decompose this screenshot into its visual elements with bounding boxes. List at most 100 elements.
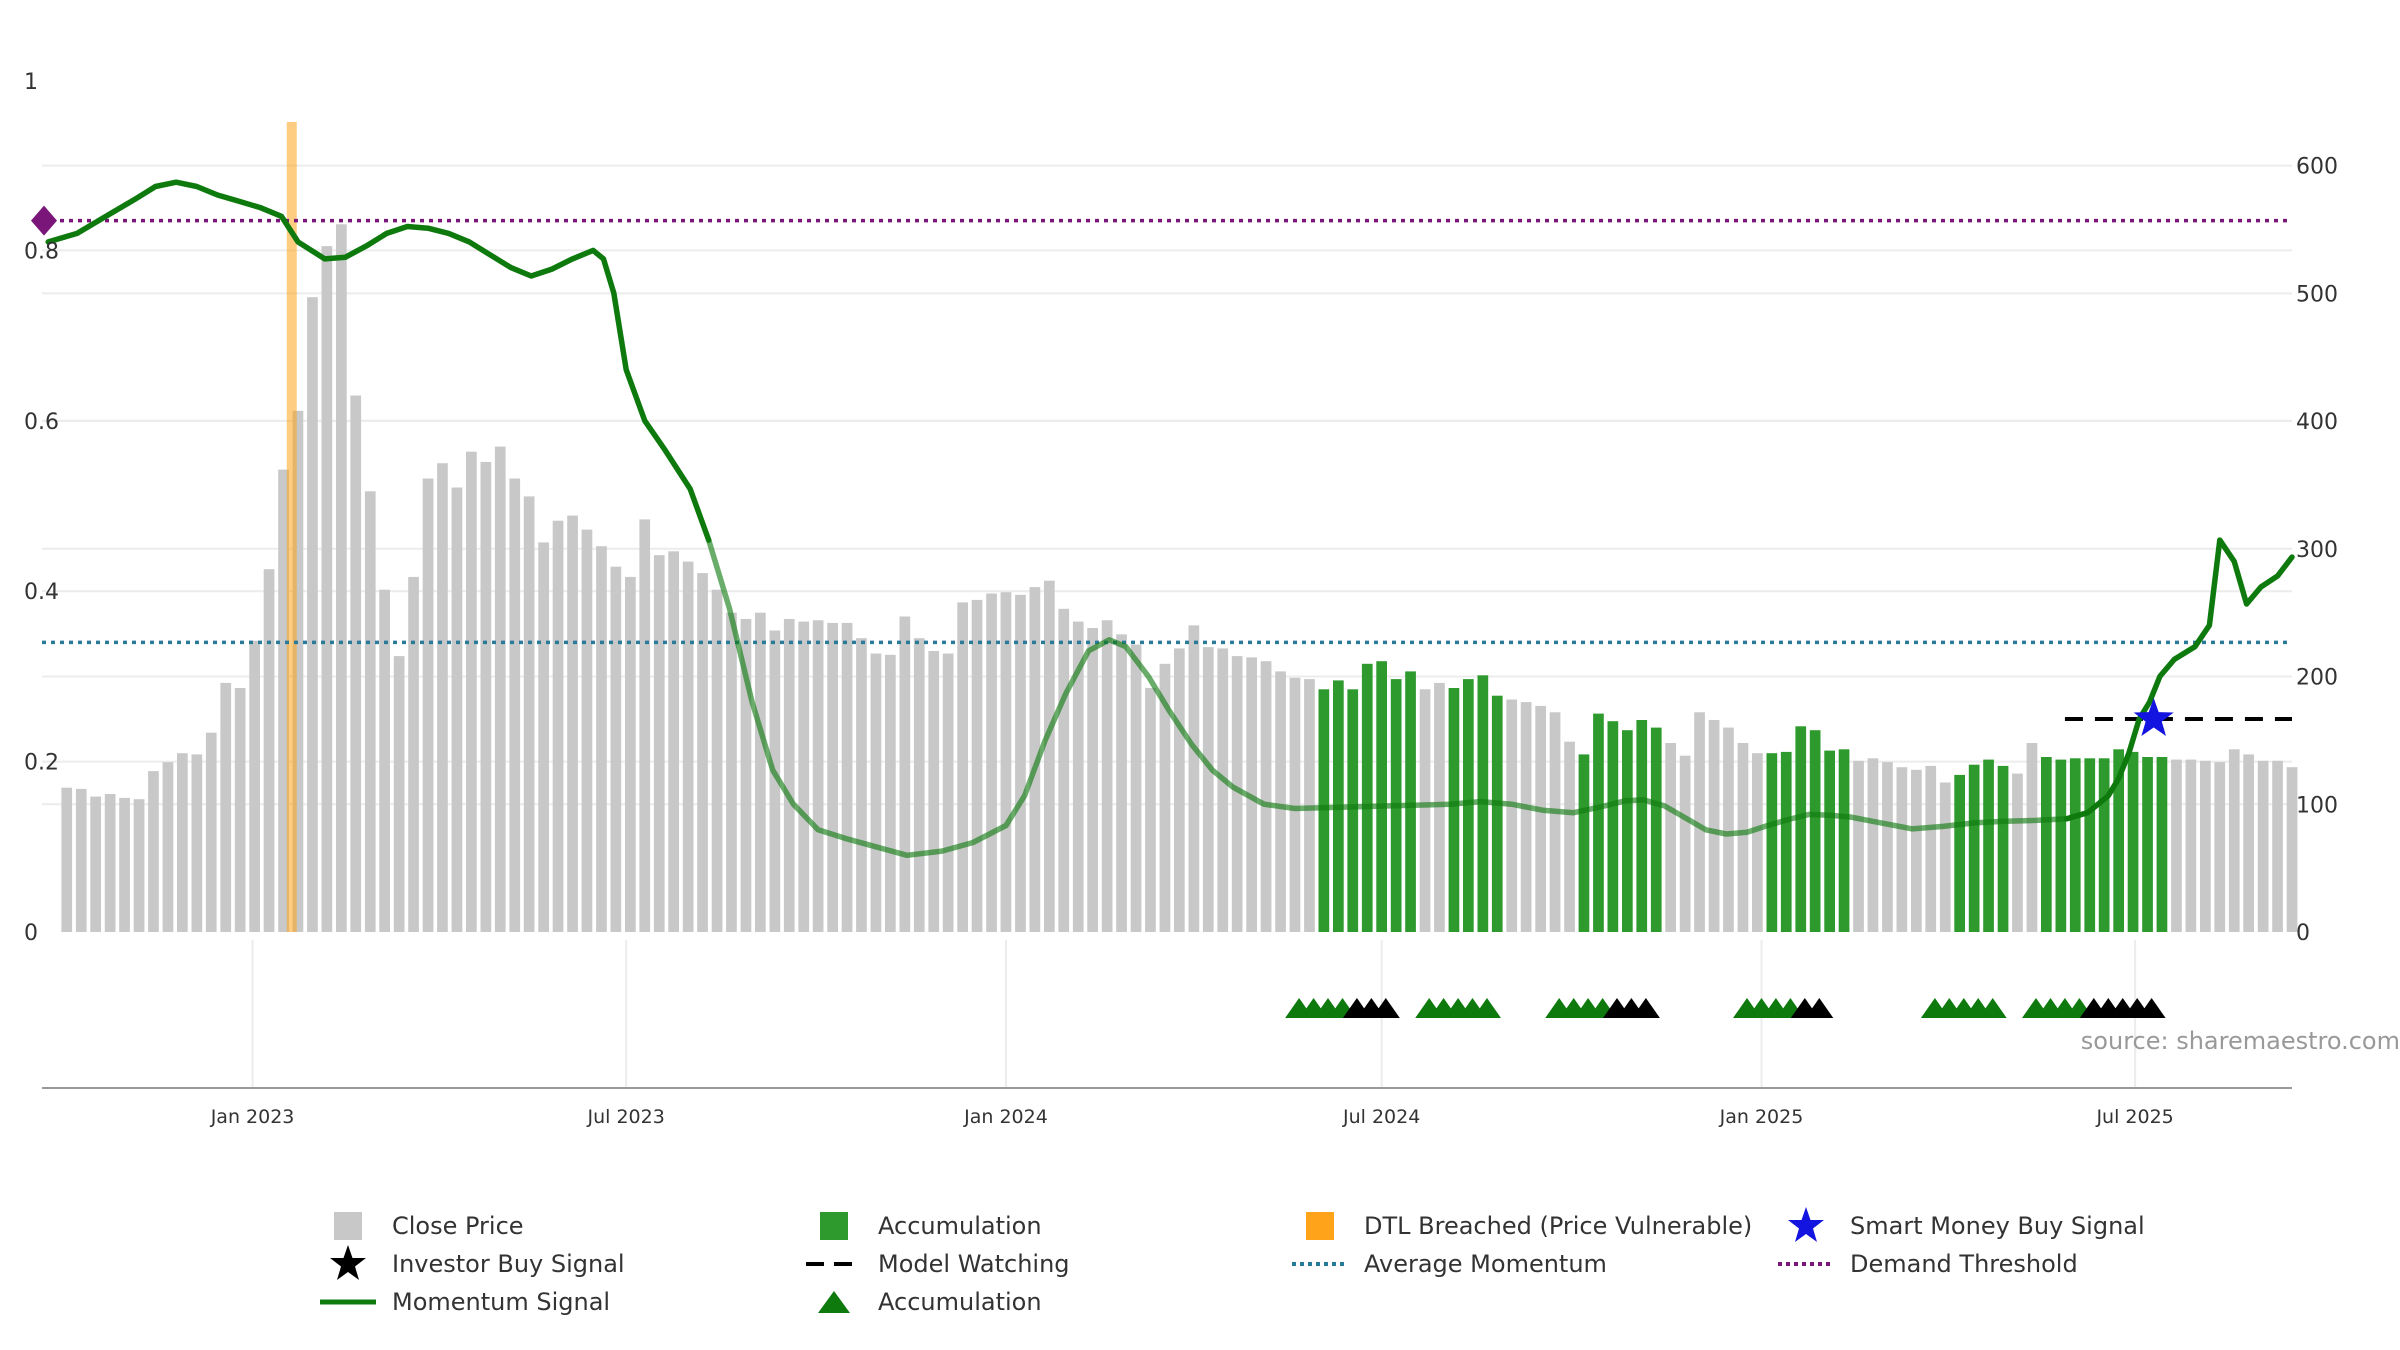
legend-item-demand-threshold: Demand Threshold [1778,1246,2078,1282]
accumulation-bar [1838,749,1850,932]
momentum-signal-segment [705,537,2070,859]
close-price-bar [2012,773,2023,932]
accumulation-bar [2055,759,2067,932]
legend-label: Momentum Signal [392,1288,611,1316]
legend-label: Investor Buy Signal [392,1250,625,1278]
close-price-bar [1535,705,1546,932]
close-price-bar [1101,620,1113,932]
dot-purple-icon [1778,1246,1834,1282]
close-price-bar [234,688,246,932]
close-price-bar [639,519,651,932]
close-price-bar [697,573,708,932]
accumulation-bar [1983,759,1994,932]
close-price-bar [1188,625,1200,932]
close-price-bar [1564,741,1575,932]
close-price-bar [711,589,723,932]
close-price-bar [148,771,159,932]
accumulation-bar [2156,757,2168,932]
legend-label: Demand Threshold [1850,1250,2078,1278]
close-price-bar [913,638,925,932]
close-price-bar [393,656,405,932]
close-price-bar [885,654,896,932]
close-price-bar [191,754,203,932]
close-price-bar [899,616,911,932]
close-price-bar [1087,628,1098,932]
legend-label: Close Price [392,1212,524,1240]
star-blue-icon [1778,1207,1834,1244]
accumulation-bar [1795,726,1807,932]
close-price-bar [2272,760,2283,932]
close-price-bar [408,576,419,932]
close-price-bar [2243,754,2254,932]
legend-item-accumulation: Accumulation [806,1208,1042,1244]
close-price-bar [769,630,781,932]
legend-label: Accumulation [878,1288,1042,1316]
accumulation-bar [1405,671,1416,932]
close-price-bar [422,478,434,932]
close-price-bar [1015,594,1026,932]
right-axis-tick-label: 200 [2296,666,2338,691]
left-axis-tick-label: 0.2 [24,751,59,776]
close-price-bar [971,599,983,932]
close-price-bar [1202,647,1214,932]
close-price-bar [466,451,477,932]
momentum-signal-segment [45,179,712,543]
close-price-bar [1159,663,1171,932]
legend-item-accumulation-signal: Accumulation [806,1284,1042,1320]
close-price-bar [1260,661,1272,932]
close-price-bar [2171,759,2182,932]
close-price-bar [1708,720,1720,932]
right-axis-tick-label: 500 [2296,282,2338,307]
close-price-bar [1939,782,1951,932]
close-price-bar [364,491,376,932]
close-price-bar [321,246,333,933]
close-price-bar [162,762,174,932]
investor-buy-triangle-icon [1371,998,1400,1018]
accumulation-bar [2084,758,2096,932]
legend-label: Model Watching [878,1250,1070,1278]
close-price-bar [494,446,506,932]
accumulation-bar [1463,679,1474,932]
accumulation-bar [1954,774,1965,932]
right-axis-tick-label: 400 [2296,410,2338,435]
close-price-bar [1679,755,1691,932]
momentum-signal-segment [2064,537,2295,822]
close-price-bar [668,551,679,932]
close-price-bar [437,463,448,932]
close-price-bar [307,297,318,932]
close-price-bar [740,619,752,932]
close-price-bar [1665,743,1676,932]
legend-item-dtl-breached: DTL Breached (Price Vulnerable) [1292,1208,1752,1244]
close-price-bar [2200,760,2211,932]
accumulation-bar [1578,754,1590,932]
close-price-bar [827,622,838,932]
close-price-bar [986,593,997,932]
close-price-bar [1549,712,1561,932]
accumulation-bar [1766,753,1778,932]
close-price-bar [1853,760,1864,932]
accumulation-bar [1607,721,1619,932]
close-price-bar [1911,769,1922,932]
x-axis-tick-label: Jan 2024 [963,1106,1048,1128]
close-price-bar [2026,743,2038,932]
close-price-bar [653,555,665,932]
close-price-bar [928,651,940,932]
close-price-bar [75,788,87,932]
accumulation-bar [2142,757,2153,932]
close-price-bar [870,653,882,932]
close-price-bar [625,576,636,932]
left-axis-tick-label: 0.4 [24,580,59,605]
square-green-icon [806,1208,862,1244]
close-price-bar [1419,689,1431,932]
accumulation-bar [1636,720,1648,932]
accumulation-bar [1824,750,1835,932]
accumulation-bar [1318,689,1330,932]
right-axis-tick-label: 100 [2296,793,2338,818]
close-price-bar [292,410,304,932]
x-axis-tick-label: Jul 2024 [1342,1106,1420,1128]
close-price-bar [1506,699,1518,932]
close-price-bar [1072,621,1084,932]
close-price-bar [942,653,954,932]
close-price-bar [1217,648,1229,932]
